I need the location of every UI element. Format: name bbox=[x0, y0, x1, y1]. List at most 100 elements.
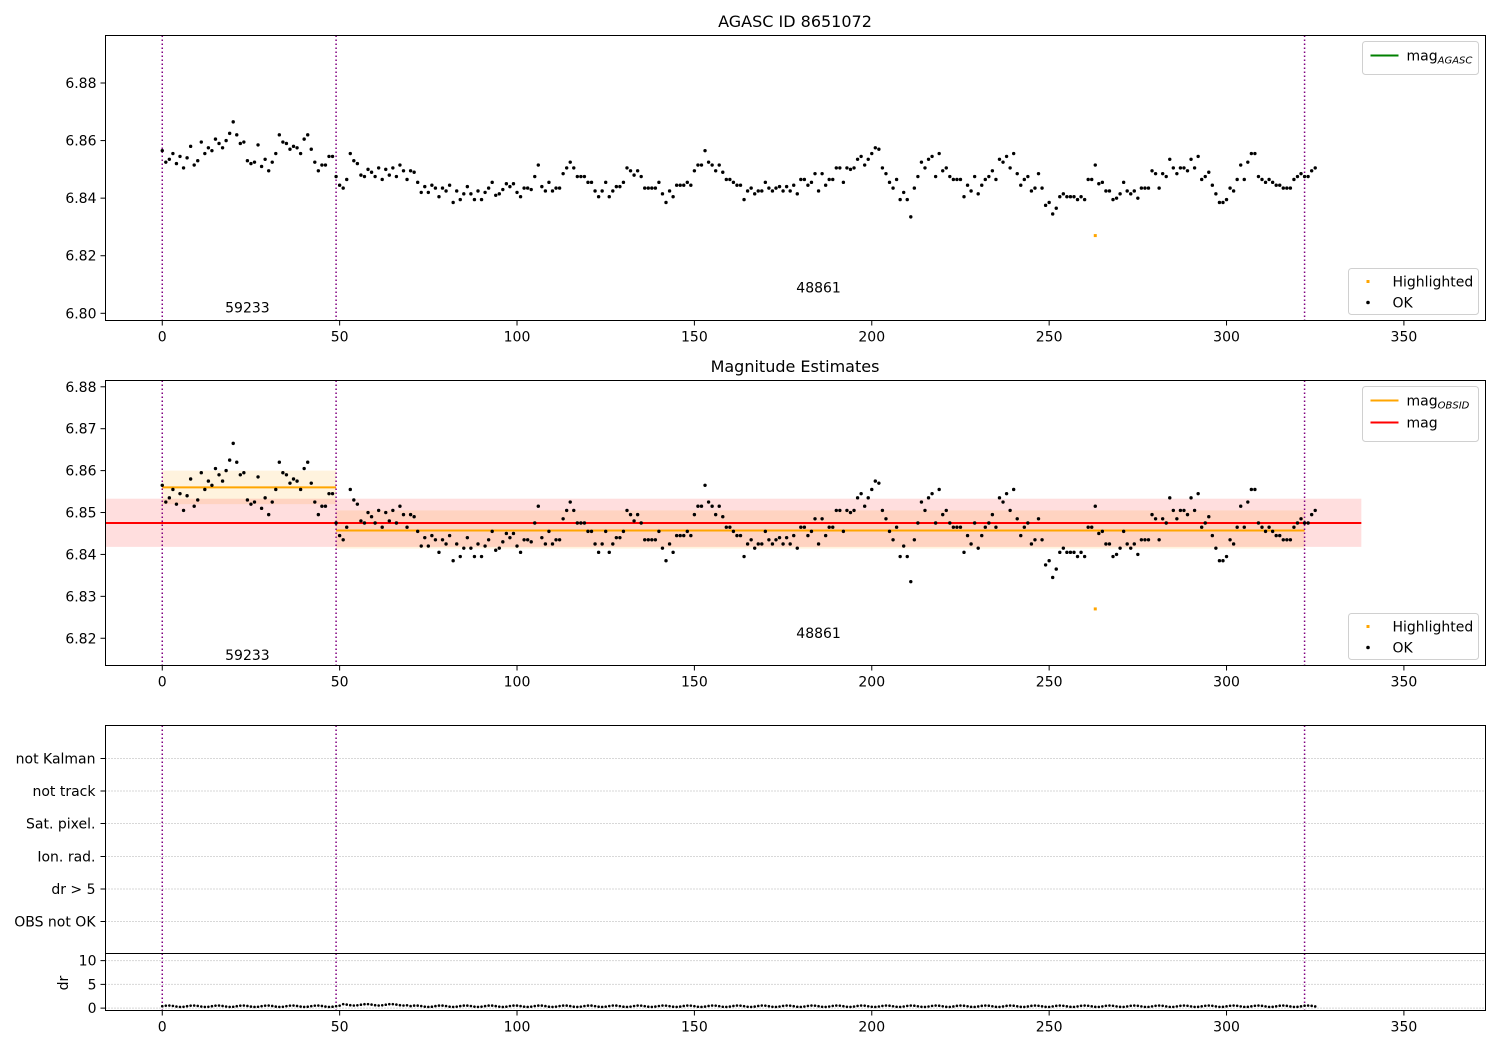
data-point bbox=[1125, 542, 1129, 546]
data-point bbox=[302, 466, 306, 471]
data-point bbox=[944, 508, 948, 513]
data-point bbox=[852, 508, 856, 513]
dr-point bbox=[281, 1005, 285, 1009]
data-point bbox=[270, 500, 274, 504]
data-point bbox=[682, 533, 686, 538]
data-point bbox=[547, 180, 551, 185]
dr-point bbox=[395, 1003, 398, 1006]
data-point bbox=[792, 533, 796, 538]
data-point bbox=[181, 166, 186, 170]
dr-point bbox=[1267, 1005, 1271, 1009]
data-point bbox=[469, 546, 473, 550]
dr-point bbox=[366, 1002, 370, 1006]
data-point bbox=[1253, 151, 1257, 156]
data-point bbox=[178, 491, 182, 496]
data-point bbox=[930, 154, 934, 159]
dr-point bbox=[207, 1005, 210, 1009]
data-point bbox=[891, 538, 895, 542]
data-point bbox=[334, 521, 338, 525]
dr-point bbox=[1033, 1004, 1037, 1007]
data-point bbox=[866, 496, 870, 500]
data-point bbox=[341, 538, 345, 542]
dr-point bbox=[583, 1004, 586, 1008]
dr-point bbox=[937, 1004, 941, 1008]
data-point bbox=[632, 173, 636, 177]
data-point bbox=[1001, 500, 1005, 504]
dr-point bbox=[1111, 1004, 1115, 1008]
data-point bbox=[1242, 177, 1246, 182]
dr-point bbox=[391, 1002, 395, 1006]
dr-point bbox=[214, 1004, 217, 1007]
data-point bbox=[1111, 554, 1115, 559]
data-point bbox=[646, 186, 650, 190]
dr-point bbox=[1108, 1004, 1111, 1007]
data-point bbox=[933, 521, 938, 525]
data-point bbox=[880, 508, 885, 513]
dr-point bbox=[1186, 1004, 1189, 1008]
dr-point bbox=[795, 1005, 799, 1009]
y-tick-label: 6.88 bbox=[65, 76, 96, 92]
data-point bbox=[703, 483, 707, 487]
data-point bbox=[508, 184, 512, 189]
data-point bbox=[926, 496, 931, 500]
data-point bbox=[1231, 189, 1236, 193]
data-point bbox=[1253, 487, 1257, 492]
dr-point bbox=[1313, 1005, 1317, 1008]
dr-point bbox=[203, 1005, 207, 1009]
data-point bbox=[972, 174, 977, 179]
y-tick-label: 6.82 bbox=[65, 631, 96, 647]
dr-point bbox=[1026, 1005, 1030, 1008]
dr-point bbox=[1150, 1005, 1154, 1008]
x-tick-label: 200 bbox=[858, 675, 885, 691]
data-point bbox=[724, 525, 729, 529]
data-point bbox=[614, 184, 619, 189]
magnitude-estimates-panel: Magnitude Estimates 59233 48861 0 50 100 150 2… bbox=[65, 357, 1486, 691]
legend-marker bbox=[1366, 625, 1370, 628]
data-point bbox=[511, 531, 516, 536]
data-point bbox=[543, 542, 548, 546]
dr-point bbox=[380, 1003, 384, 1007]
data-point bbox=[657, 529, 661, 534]
data-point bbox=[788, 542, 792, 546]
dr-point bbox=[199, 1005, 203, 1008]
data-point bbox=[1008, 166, 1012, 170]
data-point bbox=[1132, 189, 1136, 193]
data-point bbox=[330, 154, 335, 159]
dr-point bbox=[703, 1005, 707, 1008]
data-point bbox=[607, 550, 611, 555]
data-point bbox=[646, 538, 650, 542]
data-point bbox=[1004, 154, 1009, 159]
y-tick-label: 6.86 bbox=[65, 134, 96, 150]
dr-point bbox=[859, 1004, 863, 1007]
data-point bbox=[930, 491, 934, 496]
data-point bbox=[394, 521, 399, 525]
data-point bbox=[224, 138, 228, 143]
data-point bbox=[376, 166, 381, 170]
dr-point bbox=[1147, 1005, 1150, 1009]
dr-point bbox=[675, 1005, 678, 1009]
dr-point bbox=[1030, 1004, 1033, 1008]
x-tick-label: 50 bbox=[331, 1020, 349, 1036]
data-point bbox=[706, 160, 711, 164]
dr-point bbox=[1044, 1005, 1047, 1009]
data-point bbox=[788, 189, 792, 193]
dr-point bbox=[1182, 1004, 1186, 1007]
data-point bbox=[1090, 525, 1094, 529]
data-point bbox=[433, 538, 438, 542]
data-point bbox=[731, 529, 736, 534]
dr-point bbox=[1239, 1005, 1243, 1008]
data-point bbox=[1107, 189, 1112, 193]
data-point bbox=[405, 525, 409, 529]
data-point bbox=[1171, 508, 1176, 513]
data-point bbox=[1022, 177, 1027, 182]
dr-point bbox=[824, 1005, 827, 1009]
data-point bbox=[1164, 521, 1168, 525]
dr-point bbox=[292, 1004, 295, 1007]
data-point bbox=[231, 120, 235, 124]
data-point bbox=[1196, 154, 1200, 159]
data-point bbox=[980, 533, 984, 538]
data-point bbox=[543, 189, 548, 193]
dr-point bbox=[1310, 1004, 1313, 1008]
data-point bbox=[1313, 166, 1317, 170]
data-point bbox=[384, 167, 388, 172]
